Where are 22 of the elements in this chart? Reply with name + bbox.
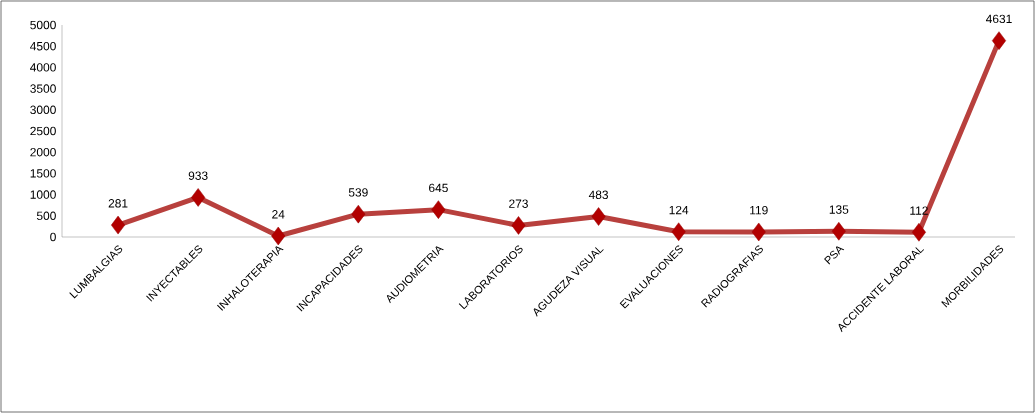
y-tick-label: 2500 [30,126,56,136]
data-label: 483 [588,190,609,199]
data-label: 135 [829,205,849,214]
y-tick-label: 0 [50,232,56,242]
y-tick-label: 3500 [30,84,56,93]
data-label: 273 [509,199,528,208]
y-tick-label: 5000 [30,20,56,30]
y-tick-label: 500 [36,211,56,221]
y-tick-label: 1500 [30,169,56,178]
data-label: 645 [429,183,448,193]
data-label: 281 [108,199,128,208]
y-tick-label: 4000 [30,63,56,72]
data-label: 24 [272,210,285,219]
data-label: 4631 [985,14,1012,24]
data-label: 119 [750,205,768,215]
y-tick-label: 4500 [30,41,56,51]
y-tick-label: 1000 [30,190,56,199]
data-label: 124 [669,205,689,215]
data-label: 933 [188,171,208,180]
data-label: 539 [348,188,368,197]
y-tick-label: 3000 [30,105,56,115]
y-tick-label: 2000 [30,147,56,157]
